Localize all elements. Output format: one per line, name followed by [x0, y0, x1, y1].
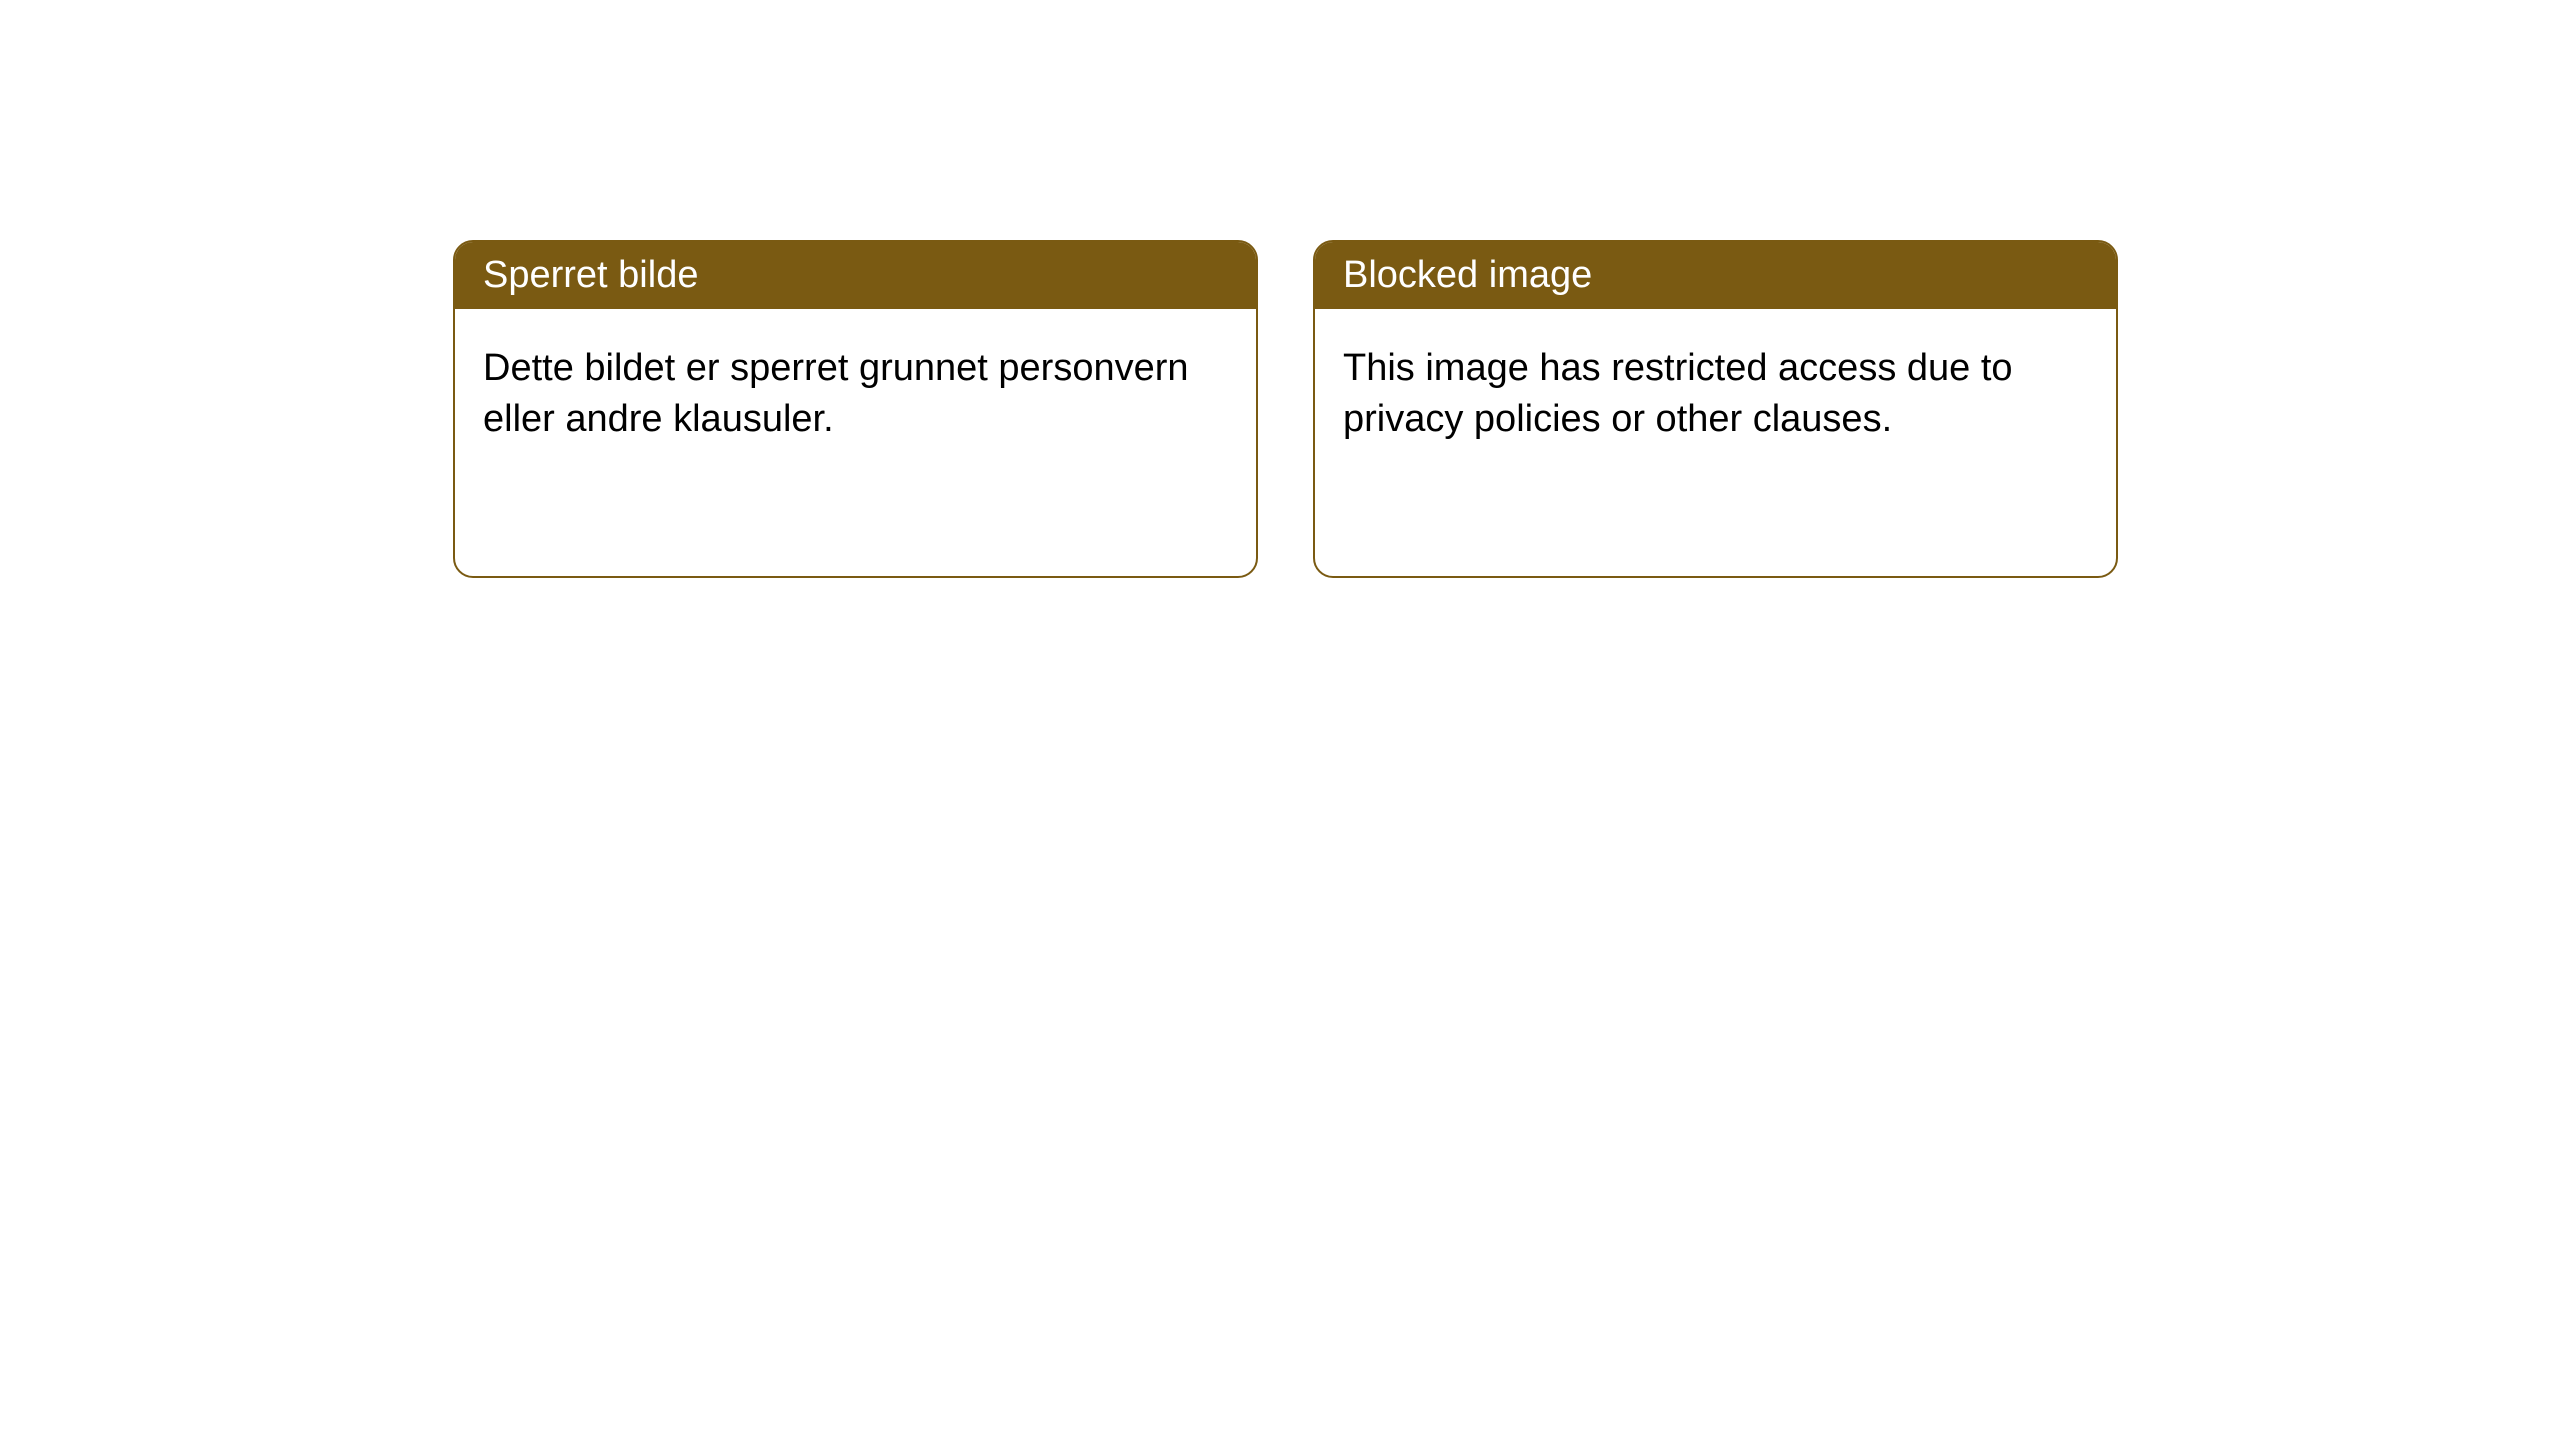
card-body: This image has restricted access due to …: [1315, 309, 2116, 480]
cards-container: Sperret bilde Dette bildet er sperret gr…: [0, 0, 2560, 578]
card-body-text: Dette bildet er sperret grunnet personve…: [483, 347, 1189, 440]
blocked-image-card-norwegian: Sperret bilde Dette bildet er sperret gr…: [453, 240, 1258, 578]
blocked-image-card-english: Blocked image This image has restricted …: [1313, 240, 2118, 578]
card-header: Blocked image: [1315, 242, 2116, 309]
card-header: Sperret bilde: [455, 242, 1256, 309]
card-title: Blocked image: [1343, 254, 1592, 296]
card-body-text: This image has restricted access due to …: [1343, 347, 2013, 440]
card-title: Sperret bilde: [483, 254, 698, 296]
card-body: Dette bildet er sperret grunnet personve…: [455, 309, 1256, 480]
